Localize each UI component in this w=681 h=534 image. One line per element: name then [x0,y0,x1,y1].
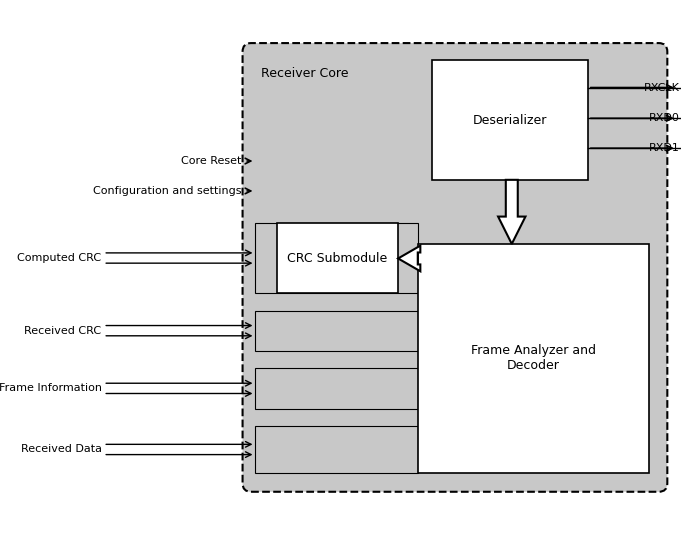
Bar [255,426,417,473]
Bar [255,311,417,351]
Text: Frame Analyzer and
Decoder: Frame Analyzer and Decoder [471,344,596,372]
Text: Configuration and settings: Configuration and settings [93,186,242,196]
Text: CRC Submodule: CRC Submodule [287,252,387,264]
Bar [417,244,648,473]
Polygon shape [398,246,420,271]
Text: Received Data: Received Data [20,444,101,454]
Text: RXD0: RXD0 [648,113,679,123]
Text: Frame Information: Frame Information [0,383,101,394]
Text: RXD1: RXD1 [648,143,679,153]
Text: RXCLK: RXCLK [644,83,679,92]
Polygon shape [498,180,526,244]
FancyBboxPatch shape [242,43,667,492]
Text: Computed CRC: Computed CRC [18,253,101,263]
Bar [255,223,417,294]
Text: Receiver Core: Receiver Core [262,67,349,80]
Bar [276,223,398,294]
Bar [255,368,417,409]
Text: Received CRC: Received CRC [25,326,101,336]
Bar [432,60,588,180]
Text: Core Reset: Core Reset [181,156,242,166]
Text: Deserializer: Deserializer [473,114,548,127]
